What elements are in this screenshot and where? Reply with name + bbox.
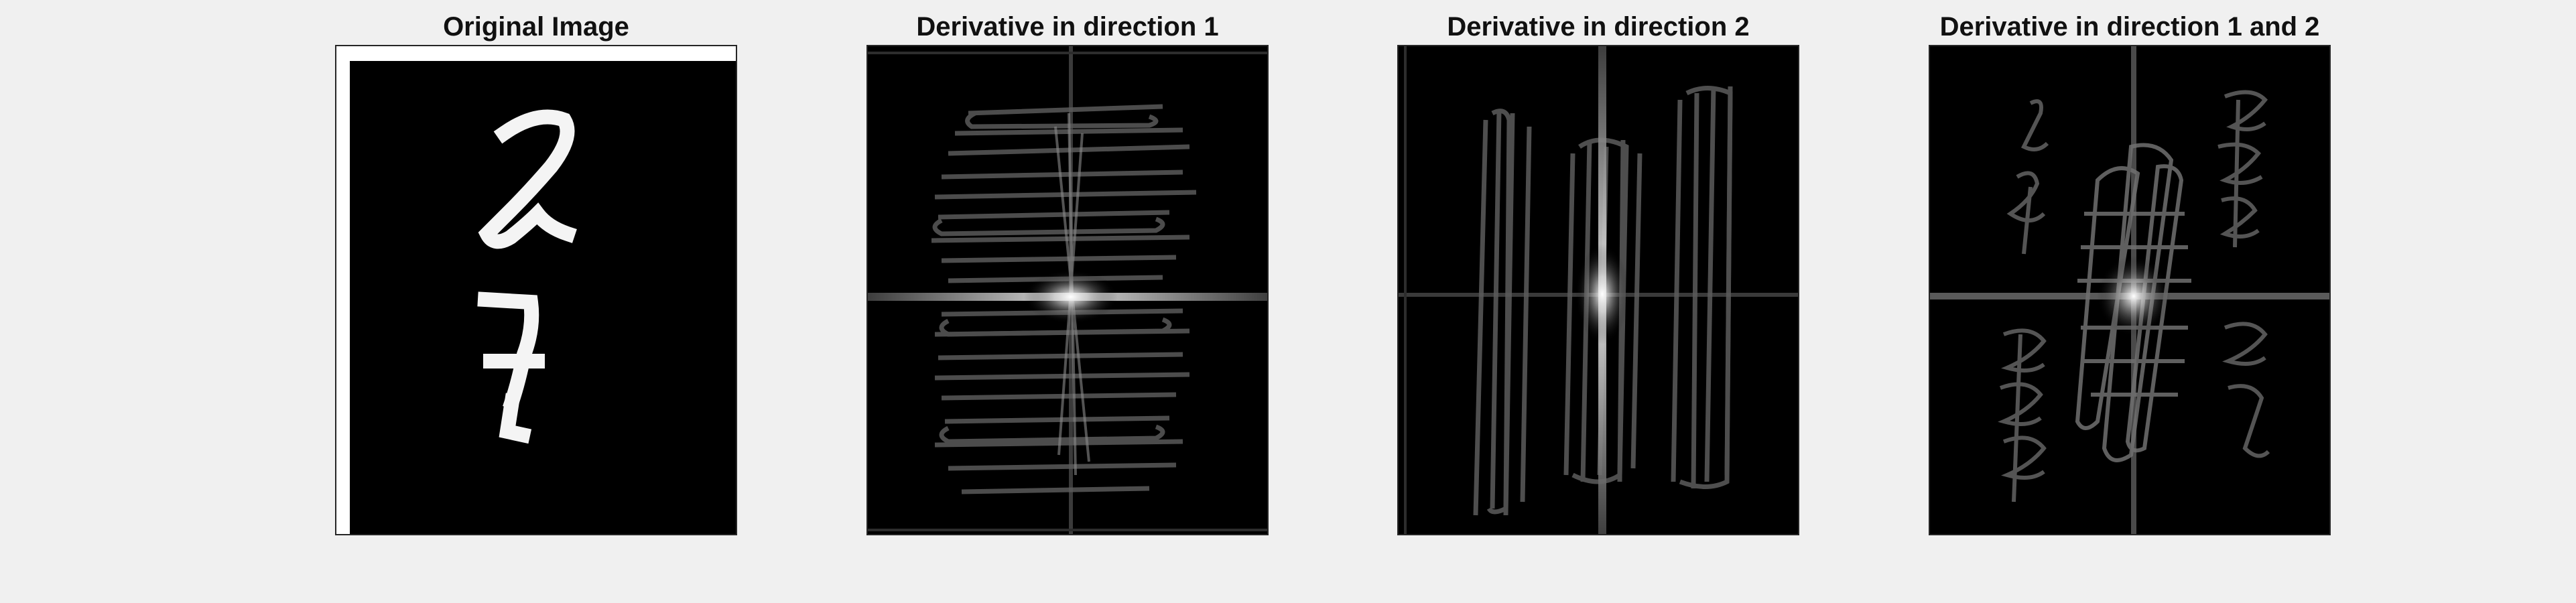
streaks-right (1671, 86, 1733, 489)
digit-lower (477, 291, 545, 444)
image-deriv-2 (1397, 45, 1799, 535)
deriv-1-canvas (868, 46, 1267, 534)
panel-original: Original Image (335, 0, 737, 603)
glyphs-bottom-left (1998, 328, 2047, 503)
panel-title-deriv-2: Derivative in direction 2 (1447, 12, 1750, 42)
panel-deriv-2: Derivative in direction 2 (1397, 0, 1799, 603)
glyphs-top-right (2217, 90, 2268, 248)
panel-deriv-1: Derivative in direction 1 (866, 0, 1269, 603)
original-image-canvas (336, 46, 736, 534)
deriv-12-canvas (1930, 46, 2329, 534)
image-deriv-1 (866, 45, 1269, 535)
deriv-2-canvas (1399, 46, 1798, 534)
panel-title-original: Original Image (443, 12, 629, 42)
image-original (335, 45, 737, 535)
digit-upper (478, 109, 577, 249)
panel-title-deriv-12: Derivative in direction 1 and 2 (1939, 12, 2320, 42)
image-deriv-12 (1929, 45, 2331, 535)
glyphs-top-left (2006, 99, 2049, 255)
panel-title-deriv-1: Derivative in direction 1 (916, 12, 1219, 42)
streaks-left (1473, 109, 1532, 516)
glyphs-bottom-right (2222, 322, 2270, 458)
panel-deriv-12: Derivative in direction 1 and 2 (1929, 0, 2331, 603)
